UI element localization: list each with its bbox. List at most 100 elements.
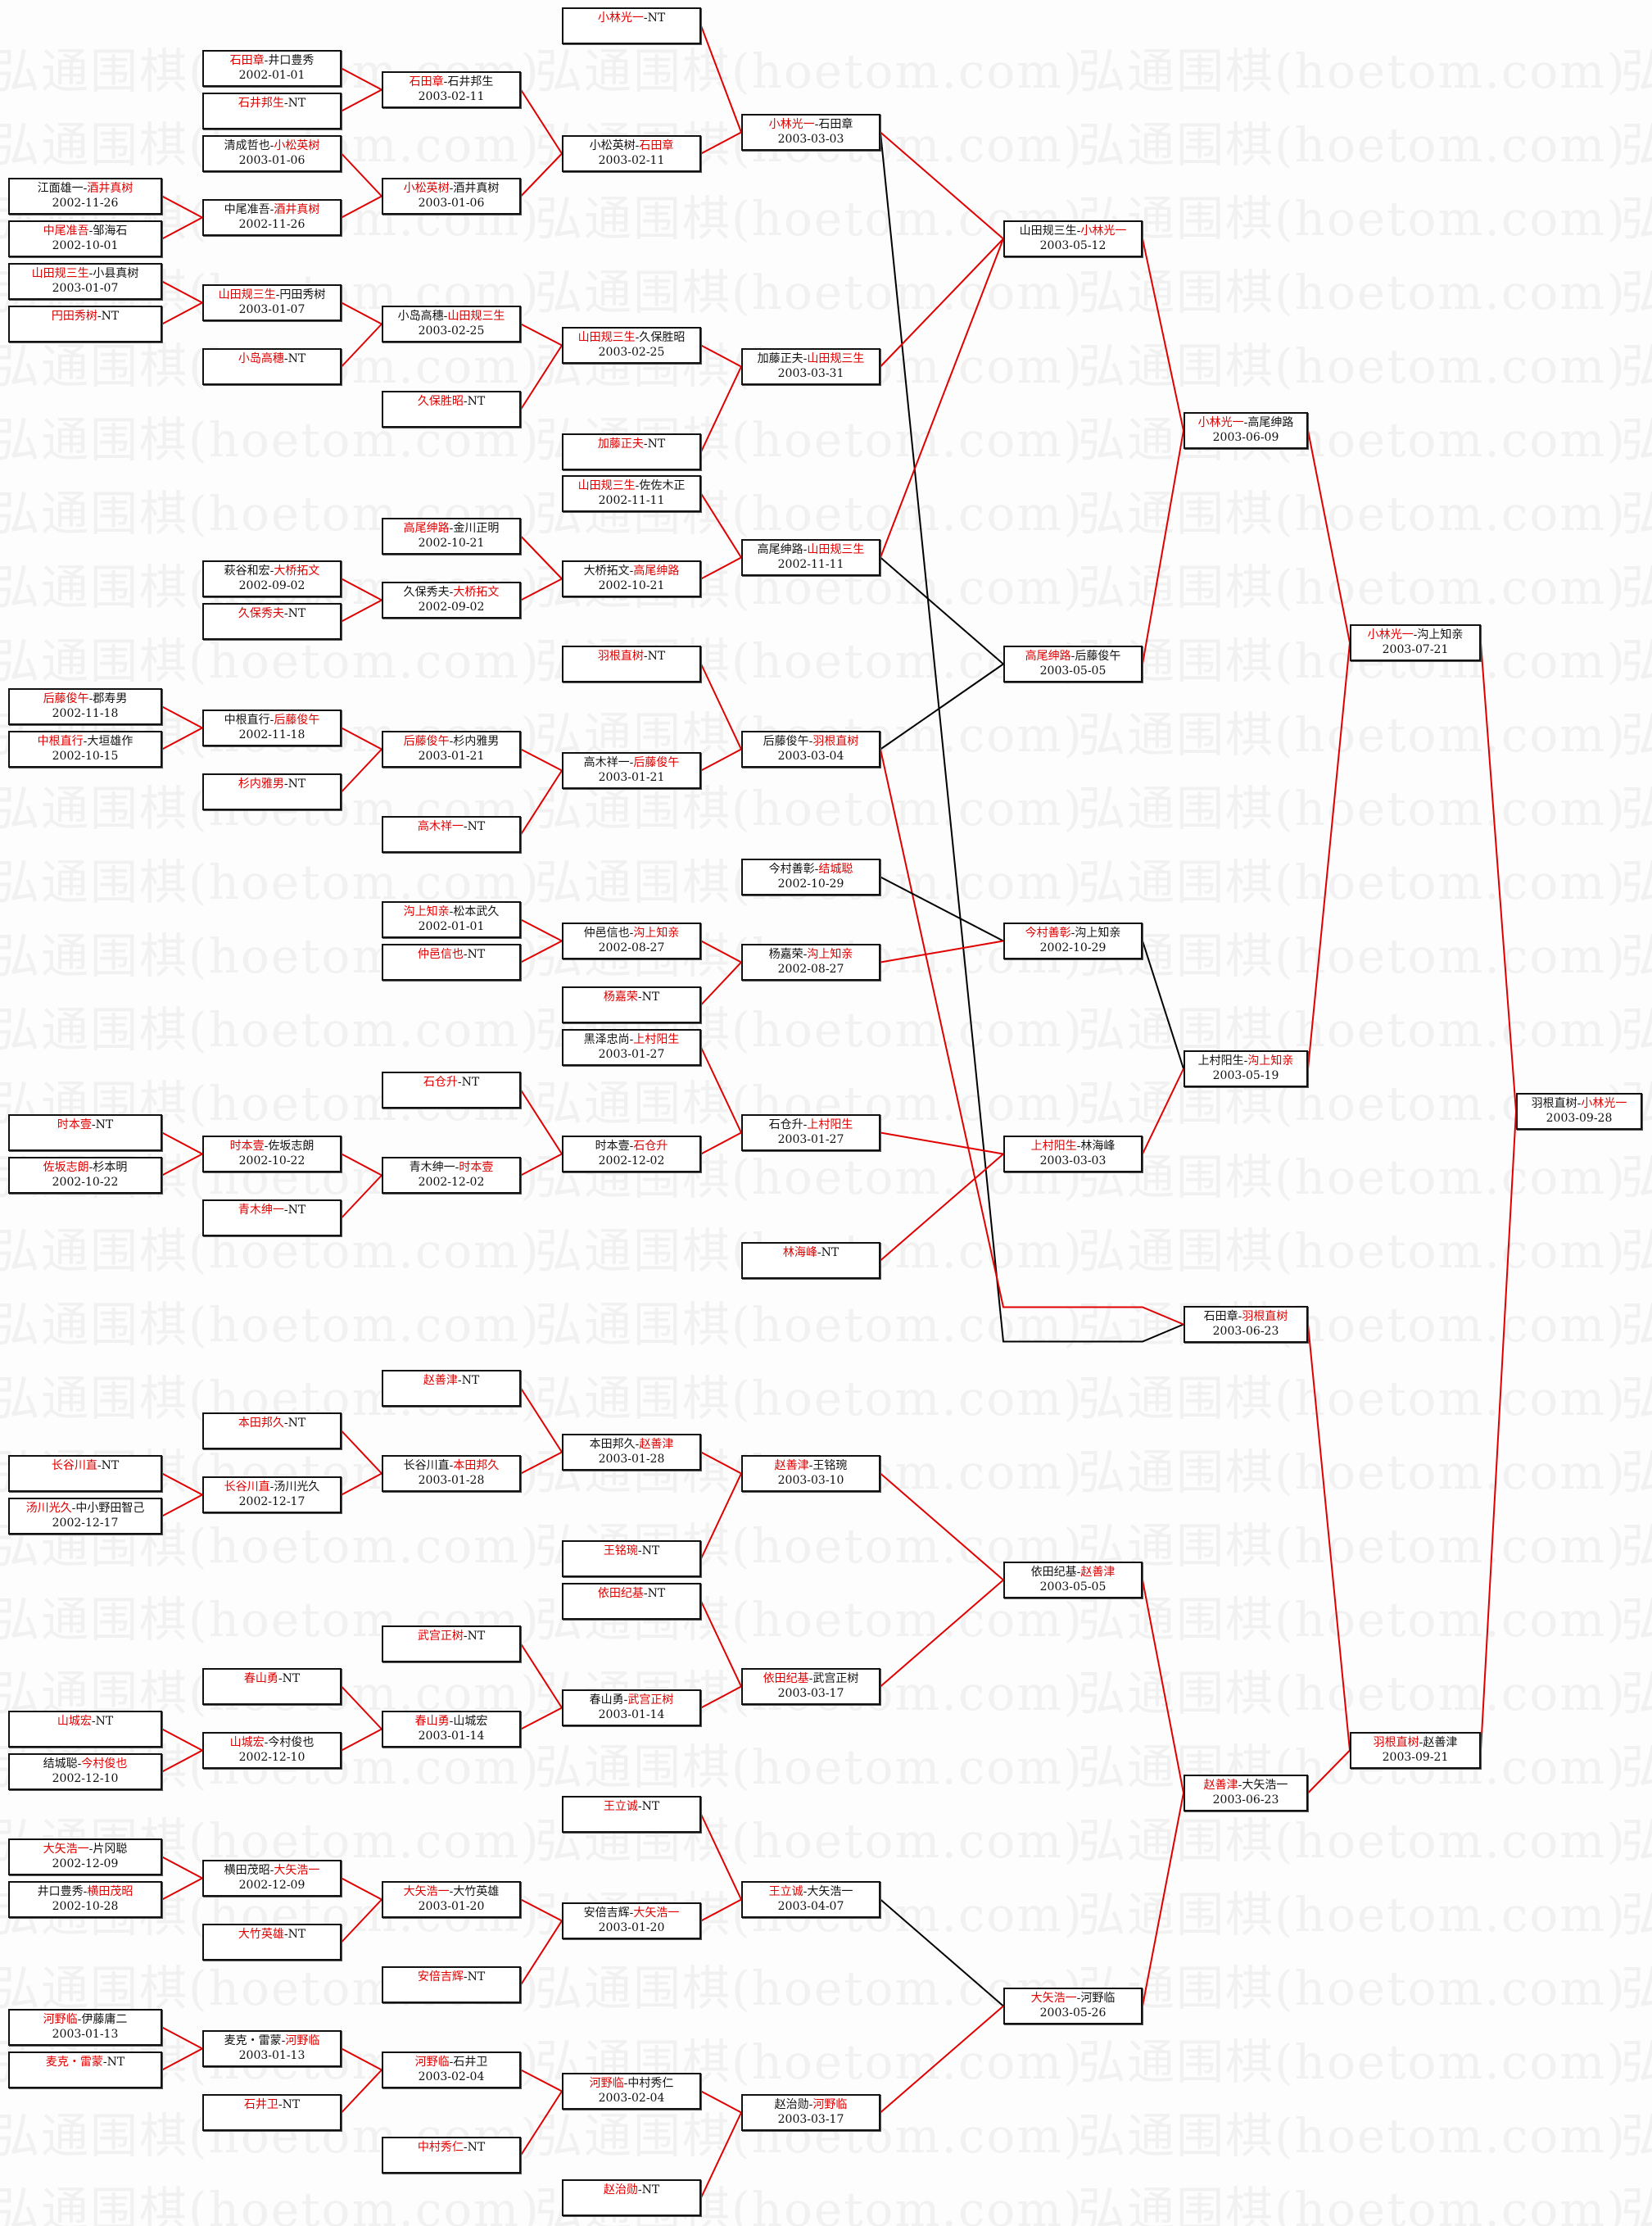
player-1: 赵治勋: [774, 2098, 809, 2111]
loser-connector-line: [880, 132, 1184, 1343]
separator: -: [814, 118, 819, 131]
winner-connector-line: [161, 1877, 203, 1901]
separator: -: [1076, 224, 1081, 238]
separator: -: [463, 395, 468, 408]
separator: -: [83, 182, 88, 195]
winner-connector-line: [161, 1131, 203, 1155]
separator: -: [623, 2077, 628, 2090]
player-2: NT: [101, 310, 120, 323]
player-1: 今村善彰: [768, 863, 815, 876]
player-1: 高尾绅路: [1025, 650, 1071, 663]
match-box: 仲邑信也-NT: [382, 944, 521, 981]
player-1: 萩谷和宏: [224, 564, 270, 578]
player-1: 小岛高穗: [238, 352, 284, 365]
player-2: NT: [282, 1672, 301, 1685]
separator: -: [264, 1736, 269, 1749]
match-box: 小松英树-石田章 2003-02-11: [562, 135, 701, 172]
player-1: 山田规三生: [577, 331, 636, 344]
player-2: 伊藤庸二: [81, 2013, 128, 2026]
separator: -: [449, 522, 454, 535]
winner-connector-line: [161, 705, 203, 729]
match-box: 安倍吉辉-大矢浩一 2003-01-20: [562, 1902, 701, 1939]
match-players: 赵善津-NT: [383, 1373, 519, 1388]
player-2: 佐佐木正: [639, 479, 686, 492]
separator: -: [1076, 1140, 1081, 1153]
player-1: 山田规三生: [218, 288, 276, 301]
match-players: 后藤俊午-杉内雅男: [383, 734, 519, 749]
winner-connector-line: [880, 1579, 1004, 1688]
player-2: NT: [647, 11, 666, 25]
player-1: 山田规三生: [1019, 224, 1077, 238]
player-2: 金川正明: [453, 522, 500, 535]
player-1: 中根直行: [224, 714, 270, 727]
player-2: 沟上知亲: [1075, 927, 1121, 940]
player-2: 小林光一: [1080, 224, 1127, 238]
winner-connector-line: [700, 1685, 742, 1709]
match-box: 依田纪基-武宫正树 2003-03-17: [741, 1668, 880, 1705]
player-1: 仲邑信也: [583, 927, 630, 940]
player-2: 今村俊也: [268, 1736, 315, 1749]
separator: -: [269, 1864, 274, 1877]
player-1: 青木绅一: [238, 1204, 284, 1217]
player-2: NT: [647, 650, 666, 663]
winner-connector-line: [161, 1856, 203, 1879]
match-players: 大矢浩一-片冈聪: [10, 1842, 161, 1857]
separator: -: [808, 735, 813, 748]
separator: -: [264, 1140, 269, 1153]
player-1: 后藤俊午: [43, 692, 89, 705]
player-1: 高木祥一: [583, 756, 630, 769]
match-players: 大竹英雄-NT: [204, 1927, 340, 1942]
match-date: 2003-01-13: [52, 2028, 119, 2041]
match-date: 2003-05-05: [1039, 1580, 1107, 1594]
match-date: 2002-10-22: [238, 1154, 306, 1167]
match-date: 2003-06-23: [1212, 1325, 1279, 1338]
match-players: 石田章-石井邦生: [383, 75, 519, 89]
match-box: 羽根直树-NT: [562, 646, 701, 682]
match-box: 山田规三生-円田秀树 2003-01-07: [202, 284, 342, 321]
match-date: 2003-03-10: [777, 1474, 844, 1487]
player-2: NT: [641, 1544, 660, 1557]
winner-connector-line: [520, 2069, 563, 2092]
separator: -: [83, 735, 88, 748]
match-box: 长谷川直-本田邦久 2003-01-28: [382, 1455, 521, 1492]
match-date: 2002-12-09: [238, 1879, 306, 1892]
match-box: 中村秀仁-NT: [382, 2137, 521, 2174]
separator: -: [637, 1800, 642, 1813]
match-box: 结城聪-今村俊也 2002-12-10: [8, 1753, 162, 1790]
winner-connector-line: [1142, 1068, 1184, 1154]
winner-connector-line: [700, 1131, 742, 1155]
match-date: 2002-08-27: [598, 941, 665, 954]
match-box: 杉内雅男-NT: [202, 773, 342, 810]
match-players: 赵善津-大矢浩一: [1185, 1778, 1306, 1793]
player-1: 林海峰: [782, 1246, 817, 1259]
match-box: 王铭琬-NT: [562, 1540, 701, 1577]
match-date: 2002-12-10: [52, 1772, 119, 1785]
match-players: 石井邦生-NT: [204, 96, 340, 111]
winner-connector-line: [520, 323, 563, 347]
match-box: 江面雄一-酒井真树 2002-11-26: [8, 178, 162, 215]
loser-connector-line: [1142, 941, 1184, 1069]
player-1: 羽根直树: [1531, 1097, 1577, 1110]
separator: -: [803, 948, 808, 961]
separator: -: [278, 1672, 283, 1685]
winner-connector-line: [700, 961, 742, 1006]
winner-connector-line: [161, 2047, 203, 2071]
player-2: 片冈聪: [93, 1843, 128, 1856]
match-box: 依田纪基-NT: [562, 1583, 701, 1620]
player-2: 井口豊秀: [268, 54, 315, 67]
winner-connector-line: [700, 748, 742, 772]
match-players: 麦克・雷蒙-NT: [10, 2055, 161, 2070]
separator: -: [635, 479, 640, 492]
match-players: 春山勇-山城宏: [383, 1714, 519, 1729]
player-1: 中尾准吾: [224, 203, 270, 216]
separator: -: [269, 1480, 274, 1494]
player-1: 结城聪: [43, 1757, 78, 1770]
winner-connector-line: [700, 344, 742, 368]
match-date: 2002-12-10: [238, 1751, 306, 1764]
separator: -: [463, 1630, 468, 1643]
separator: -: [814, 863, 819, 876]
match-players: 长谷川直-汤川光久: [204, 1480, 340, 1494]
match-date: 2003-03-03: [777, 133, 844, 146]
player-2: 时本壹: [459, 1161, 494, 1174]
